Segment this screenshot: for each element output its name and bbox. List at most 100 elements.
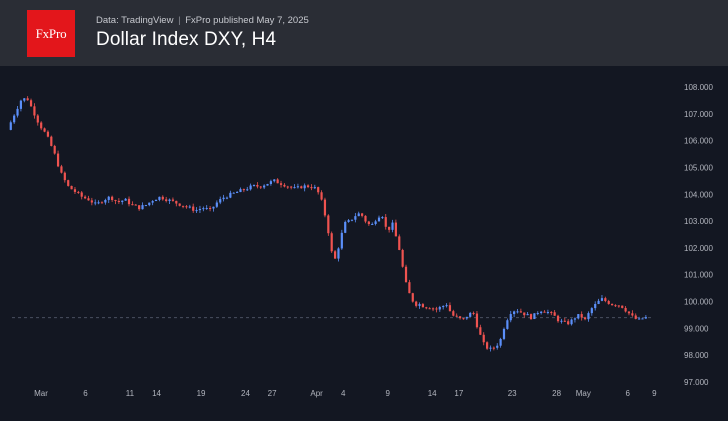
candle-body xyxy=(117,200,120,203)
candle-body xyxy=(502,328,506,339)
candle-body xyxy=(323,199,327,216)
candle-body xyxy=(107,196,110,200)
candle-body xyxy=(181,205,185,207)
candle-body xyxy=(26,98,29,101)
candle-body xyxy=(60,166,63,173)
candle-body xyxy=(114,200,117,202)
candle-body xyxy=(63,172,66,181)
candle-body xyxy=(121,200,124,203)
candle-body xyxy=(87,198,90,201)
candle-body xyxy=(317,187,320,193)
candle-body xyxy=(266,183,269,186)
candle-body xyxy=(97,202,100,204)
candle-body xyxy=(165,199,168,202)
candle-body xyxy=(567,321,570,325)
candle-body xyxy=(205,208,208,210)
candle-body xyxy=(516,311,519,313)
y-tick-label: 97.000 xyxy=(684,378,709,387)
candle-body xyxy=(462,318,465,320)
candle-body xyxy=(138,205,141,210)
candle-body xyxy=(100,202,104,204)
candle-body xyxy=(16,108,19,116)
candle-body xyxy=(388,226,391,230)
candle-body xyxy=(263,185,266,188)
candle-body xyxy=(195,210,198,212)
candle-body xyxy=(144,205,148,207)
candle-body xyxy=(344,221,347,233)
candle-body xyxy=(269,181,272,184)
candle-body xyxy=(580,314,583,318)
candle-body xyxy=(411,293,414,302)
data-source: Data: TradingView xyxy=(96,15,174,26)
candle-body xyxy=(556,315,560,322)
candle-body xyxy=(239,189,242,193)
y-tick-label: 103.000 xyxy=(684,217,713,226)
candle-body xyxy=(333,251,337,259)
candle-body xyxy=(634,315,637,319)
candle-body xyxy=(131,204,134,206)
x-tick-label: 23 xyxy=(508,389,517,398)
candle-body xyxy=(563,320,566,322)
candle-body xyxy=(448,305,452,312)
candle-body xyxy=(529,314,533,319)
candle-body xyxy=(249,185,252,190)
x-tick-label: 6 xyxy=(83,389,88,398)
x-tick-label: 27 xyxy=(268,389,277,398)
candle-body xyxy=(296,186,300,188)
candle-body xyxy=(111,196,114,201)
candle-body xyxy=(442,306,445,308)
candle-body xyxy=(509,314,512,321)
x-tick-label: 9 xyxy=(652,389,657,398)
candle-body xyxy=(198,208,202,211)
candle-body xyxy=(425,307,428,309)
chart-area: 108.000 107.000 106.000 105.000 104.000 103.0… xyxy=(0,66,728,416)
candle-body xyxy=(252,184,256,186)
candle-body xyxy=(475,313,479,328)
candle-body xyxy=(583,317,587,320)
candle-body xyxy=(29,100,33,107)
candle-body xyxy=(499,338,502,346)
x-tick-label: 24 xyxy=(241,389,250,398)
candle-body xyxy=(506,320,509,329)
chart-title: Dollar Index DXY, H4 xyxy=(96,29,277,50)
candle-body xyxy=(415,301,418,306)
candle-body xyxy=(19,100,23,109)
candle-body xyxy=(381,217,384,219)
candle-body xyxy=(229,192,232,198)
x-tick-label: Apr xyxy=(310,389,323,398)
candle-body xyxy=(13,115,16,123)
candle-body xyxy=(364,215,367,222)
y-tick-label: 108.000 xyxy=(684,83,713,92)
candle-body xyxy=(550,312,553,314)
candle-body xyxy=(161,196,164,200)
candle-body xyxy=(374,221,377,224)
candle-body xyxy=(70,185,73,190)
candle-body xyxy=(53,145,56,154)
candle-body xyxy=(401,249,404,267)
candle-body xyxy=(185,206,188,208)
candle-body xyxy=(276,179,279,184)
candle-body xyxy=(377,217,381,222)
candle-body xyxy=(472,312,475,314)
candle-body xyxy=(438,306,441,310)
candle-body xyxy=(175,200,178,204)
source-separator: | xyxy=(178,15,181,26)
y-tick-label: 100.000 xyxy=(684,298,713,307)
chart-header: FxPro Data: TradingView | FxPro publishe… xyxy=(0,0,728,66)
candle-body xyxy=(192,206,195,211)
y-tick-label: 107.000 xyxy=(684,110,713,119)
candle-body xyxy=(594,304,597,309)
candle-body xyxy=(523,312,526,316)
candle-body xyxy=(202,208,205,210)
candle-body xyxy=(9,122,12,130)
candle-body xyxy=(208,208,212,210)
candle-body xyxy=(50,136,53,146)
candle-body xyxy=(621,305,624,308)
candle-body xyxy=(141,205,144,210)
candle-body xyxy=(641,318,644,320)
candle-body xyxy=(171,199,175,201)
x-tick-label: Mar xyxy=(34,389,48,398)
candle-body xyxy=(67,180,70,186)
candle-body xyxy=(394,222,397,237)
candle-body xyxy=(391,222,394,230)
